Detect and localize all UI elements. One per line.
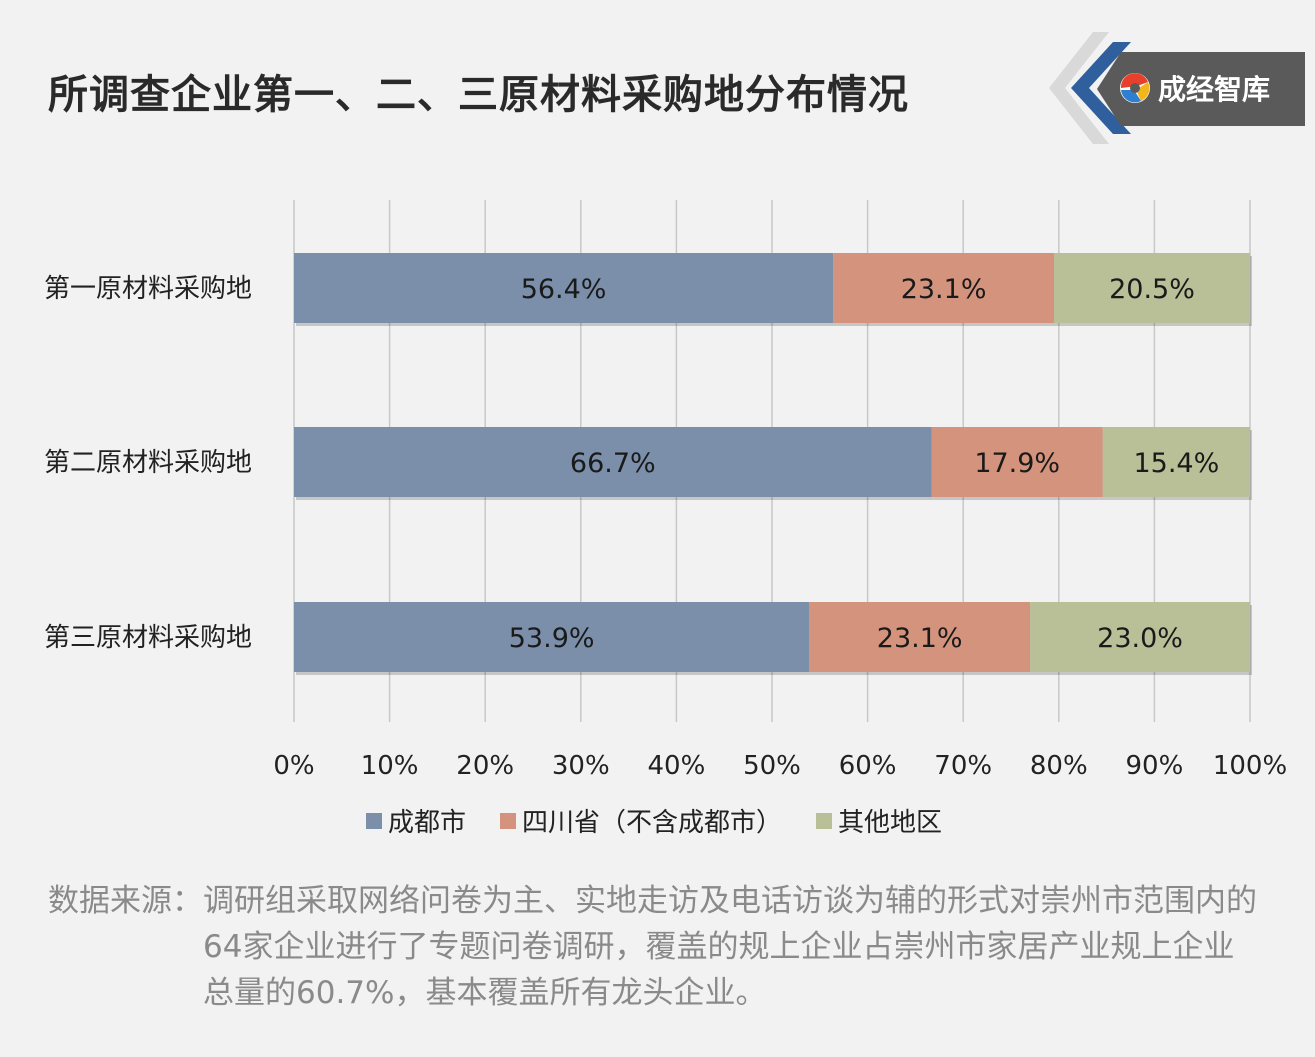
bar-segment — [294, 602, 810, 672]
x-tick-label: 40% — [648, 751, 706, 781]
bar-segment — [809, 602, 1031, 672]
legend-swatch — [366, 812, 382, 829]
x-tick-label: 10% — [361, 751, 419, 781]
data-labels: 56.4% 23.1% 20.5% 66.7% 17.9% 15.4% 53.9% 23.1%… — [509, 274, 1220, 654]
data-label: 66.7% — [570, 448, 656, 479]
x-tick-label: 70% — [934, 751, 992, 781]
bar-segment — [833, 253, 1055, 323]
category-label: 第三原材料采购地 — [44, 623, 252, 653]
data-label: 56.4% — [521, 274, 607, 305]
legend-label: 四川省（不含成都市） — [522, 808, 783, 838]
logo-text: 成经智库 — [1158, 73, 1270, 106]
bar-segment — [294, 253, 834, 323]
bars — [294, 253, 1252, 675]
bar-segment — [1030, 602, 1250, 672]
x-tick-label: 80% — [1030, 751, 1088, 781]
data-label: 53.9% — [509, 623, 595, 654]
legend-swatch — [500, 812, 517, 829]
x-axis-ticks: 0% 10% 20% 30% 40% 50% 60% 70% 80% 90% 100% — [273, 751, 1287, 781]
chart-title: 所调查企业第一、二、三原材料采购地分布情况 — [48, 72, 909, 118]
x-tick-label: 90% — [1126, 751, 1184, 781]
x-tick-label: 60% — [839, 751, 897, 781]
x-tick-label: 30% — [552, 751, 610, 781]
data-label: 23.1% — [877, 623, 963, 654]
data-source-note: 数据来源： 调研组采取网络问卷为主、实地走访及电话访谈为辅的形式对崇州市范围内的… — [48, 878, 1288, 1016]
data-label: 15.4% — [1133, 448, 1219, 479]
data-label: 23.1% — [901, 274, 987, 305]
stacked-bar-chart: 56.4% 23.1% 20.5% 66.7% 17.9% 15.4% 53.9% 23.1%… — [44, 200, 1287, 781]
x-tick-label: 0% — [273, 751, 314, 781]
source-label: 数据来源： — [48, 883, 203, 919]
legend-item: 四川省（不含成都市） — [500, 802, 782, 839]
chengjing-think-tank-logo: 成经智库 — [1049, 32, 1305, 144]
legend-swatch — [816, 812, 833, 829]
legend-item: 成都市 — [366, 802, 466, 839]
x-tick-label: 20% — [456, 751, 514, 781]
category-label: 第一原材料采购地 — [44, 274, 252, 304]
legend-label: 其他地区 — [838, 808, 943, 838]
bar-segment — [294, 427, 932, 497]
x-tick-label: 50% — [743, 751, 801, 781]
category-label: 第二原材料采购地 — [44, 448, 252, 478]
bar-segment — [1102, 427, 1250, 497]
legend-label: 成都市 — [388, 808, 467, 838]
bar-segment — [1054, 253, 1250, 323]
data-label: 20.5% — [1109, 274, 1195, 305]
data-label: 23.0% — [1097, 623, 1183, 654]
data-label: 17.9% — [974, 448, 1060, 479]
chart-legend: 成都市 四川省（不含成都市） 其他地区 — [366, 802, 976, 839]
bar-segment — [931, 427, 1103, 497]
legend-item: 其他地区 — [816, 802, 942, 839]
logo-swirl-icon — [1120, 73, 1150, 103]
x-tick-label: 100% — [1213, 751, 1287, 781]
source-text: 调研组采取网络问卷为主、实地走访及电话访谈为辅的形式对崇州市范围内的64家企业进… — [203, 883, 1257, 1011]
